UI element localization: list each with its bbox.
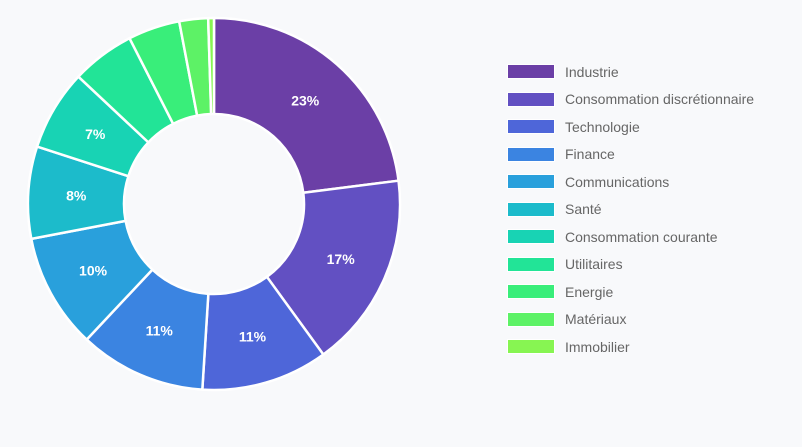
slice-industrie[interactable]: [212, 16, 400, 194]
legend-label: Energie: [565, 283, 614, 300]
slice-consommation-discr-tionnaire[interactable]: [265, 179, 402, 356]
legend-label: Industrie: [565, 63, 619, 80]
legend-item[interactable]: Matériaux: [507, 306, 754, 334]
legend-label: Consommation courante: [565, 228, 718, 245]
data-label: 23%: [291, 92, 320, 108]
legend-label: Santé: [565, 201, 602, 218]
legend-label: Matériaux: [565, 311, 627, 328]
legend-swatch: [507, 146, 555, 162]
doughnut-chart: 23% 17% 11% 11% 10% 8% 7%: [26, 16, 402, 392]
legend-item[interactable]: Consommation discrétionnaire: [507, 86, 754, 114]
data-label: 11%: [146, 323, 174, 339]
legend-item[interactable]: Utilitaires: [507, 251, 754, 279]
chart-legend: Industrie Consommation discrétionnaire Tec…: [507, 58, 754, 361]
legend-item[interactable]: Energie: [507, 278, 754, 306]
legend-label: Communications: [565, 173, 670, 190]
legend-swatch: [507, 174, 555, 190]
legend-item[interactable]: Consommation courante: [507, 223, 754, 251]
legend-swatch: [507, 284, 555, 300]
legend-label: Consommation discrétionnaire: [565, 91, 755, 108]
legend-item[interactable]: Finance: [507, 141, 754, 169]
legend-item[interactable]: Communications: [507, 168, 754, 196]
data-label: 10%: [79, 262, 108, 278]
legend-label: Finance: [565, 146, 615, 163]
legend-swatch: [507, 91, 555, 107]
data-label: 17%: [327, 251, 356, 267]
legend-item[interactable]: Technologie: [507, 113, 754, 141]
legend-swatch: [507, 64, 555, 80]
legend-item[interactable]: Santé: [507, 196, 754, 224]
legend-swatch: [507, 311, 555, 327]
data-label: 8%: [66, 187, 87, 203]
legend-item[interactable]: Industrie: [507, 58, 754, 86]
legend-swatch: [507, 256, 555, 272]
legend-label: Technologie: [565, 118, 640, 135]
legend-swatch: [507, 119, 555, 135]
legend-label: Utilitaires: [565, 256, 623, 273]
legend-item[interactable]: Immobilier: [507, 333, 754, 361]
legend-swatch: [507, 229, 555, 245]
legend-swatch: [507, 339, 555, 355]
data-label: 7%: [85, 126, 106, 142]
data-label: 11%: [239, 329, 267, 345]
legend-swatch: [507, 201, 555, 217]
slice-immobilier[interactable]: [206, 16, 216, 116]
legend-label: Immobilier: [565, 338, 630, 355]
